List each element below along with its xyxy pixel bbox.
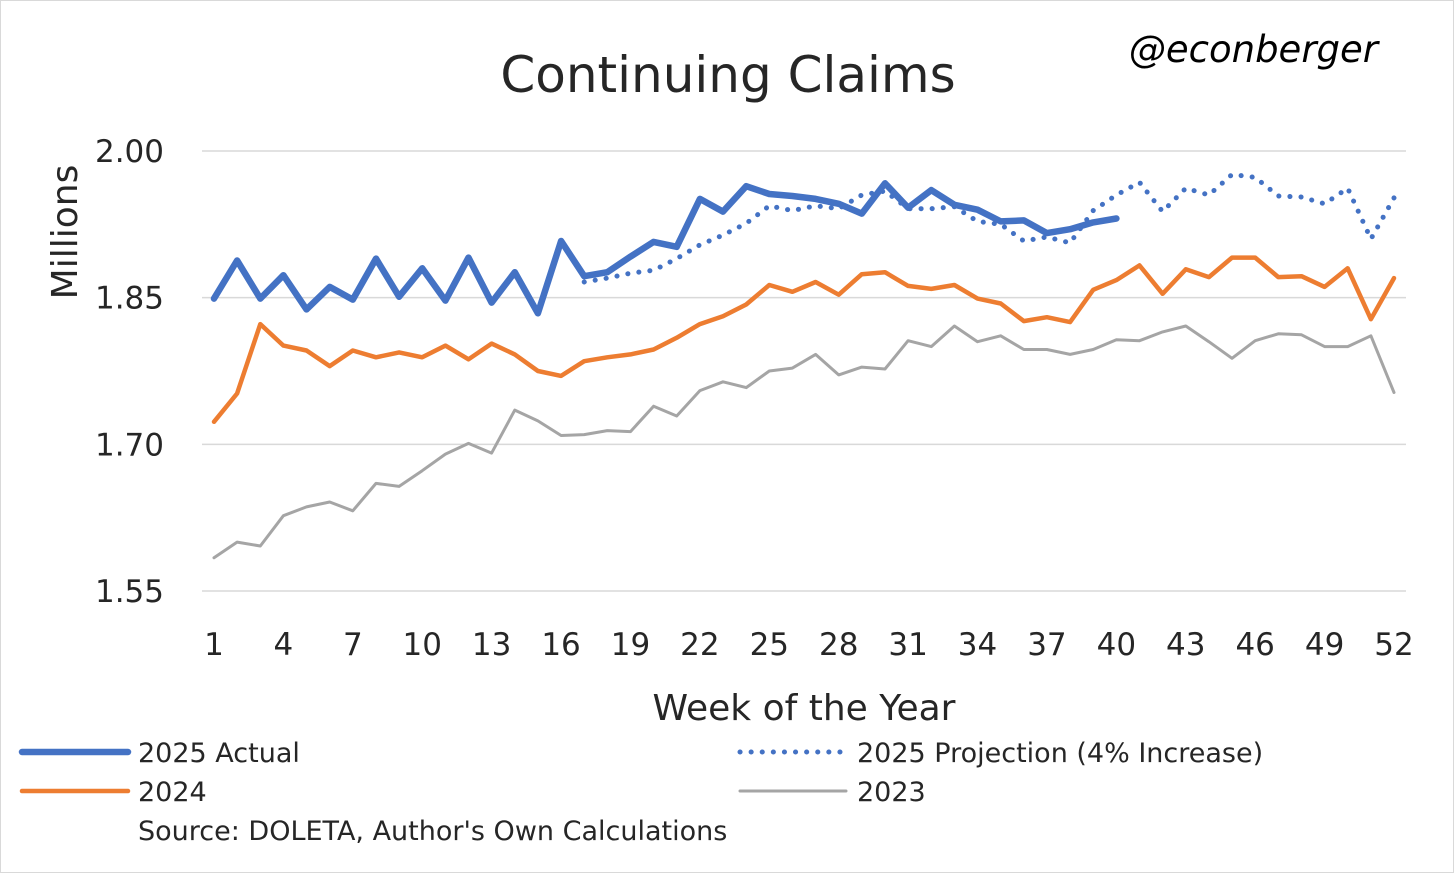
x-tick-label: 22 bbox=[680, 627, 719, 663]
legend-label-3: 2023 bbox=[857, 777, 926, 808]
x-axis-label: Week of the Year bbox=[653, 688, 956, 729]
x-axis-ticks: 1 4 7 10 13 16 19 22 25 28 31 34 37 40 43 46 49 52 bbox=[204, 627, 1414, 663]
legend-label-2: 2024 bbox=[138, 777, 207, 808]
source-note: Source: DOLETA, Author's Own Calculation… bbox=[138, 816, 727, 847]
y-tick-label: 2.00 bbox=[95, 134, 164, 170]
author-handle: @econberger bbox=[1129, 28, 1381, 71]
x-tick-label: 10 bbox=[403, 627, 442, 663]
x-tick-label: 25 bbox=[750, 627, 789, 663]
x-tick-label: 13 bbox=[472, 627, 511, 663]
series-line-0 bbox=[210, 180, 1120, 317]
x-tick-label: 28 bbox=[819, 627, 858, 663]
chart-title: Continuing Claims bbox=[500, 46, 955, 104]
legend: 2025 Actual 2025 Projection (4% Increase)… bbox=[18, 738, 1263, 808]
x-tick-label: 46 bbox=[1235, 627, 1274, 663]
x-tick-label: 34 bbox=[958, 627, 997, 663]
x-tick-label: 4 bbox=[274, 627, 294, 663]
y-axis-ticks: 1.55 1.70 1.85 2.00 bbox=[95, 134, 164, 610]
x-tick-label: 37 bbox=[1027, 627, 1066, 663]
y-tick-label: 1.55 bbox=[95, 574, 164, 610]
x-tick-label: 40 bbox=[1097, 627, 1136, 663]
x-tick-label: 49 bbox=[1305, 627, 1344, 663]
gridlines bbox=[202, 150, 1406, 592]
y-tick-label: 1.85 bbox=[95, 281, 164, 317]
legend-label-1: 2025 Projection (4% Increase) bbox=[857, 738, 1263, 769]
x-tick-label: 43 bbox=[1166, 627, 1205, 663]
y-tick-label: 1.70 bbox=[95, 427, 164, 463]
x-tick-label: 19 bbox=[611, 627, 650, 663]
x-tick-label: 7 bbox=[343, 627, 363, 663]
x-tick-label: 31 bbox=[888, 627, 927, 663]
series-lines bbox=[210, 172, 1397, 560]
y-axis-label: Millions bbox=[45, 165, 86, 300]
x-tick-label: 1 bbox=[204, 627, 224, 663]
x-tick-label: 16 bbox=[541, 627, 580, 663]
series-line-2 bbox=[211, 255, 1397, 425]
legend-label-0: 2025 Actual bbox=[138, 738, 300, 769]
series-line-1 bbox=[581, 172, 1397, 285]
x-tick-label: 52 bbox=[1374, 627, 1413, 663]
series-line-3 bbox=[212, 324, 1396, 560]
